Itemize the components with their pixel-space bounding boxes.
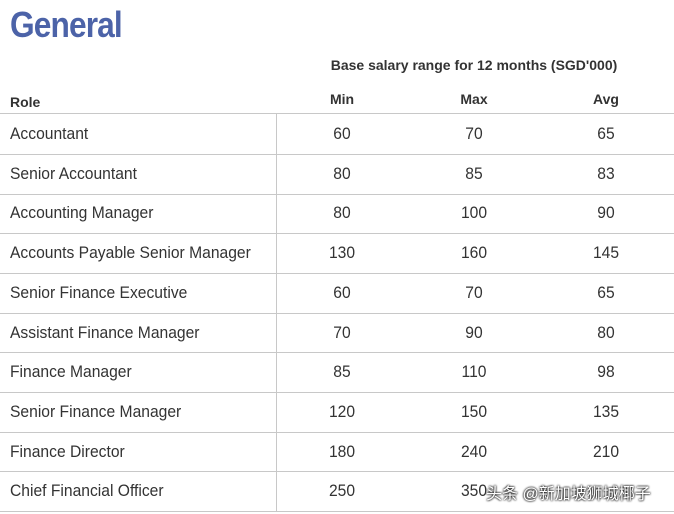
value-cell: 60 bbox=[333, 282, 351, 302]
value-cell: 350 bbox=[460, 481, 488, 501]
value-cell: 80 bbox=[333, 203, 351, 223]
role-cell: Accounts Payable Senior Manager bbox=[10, 243, 251, 263]
value-cell: 85 bbox=[465, 163, 483, 183]
value-cell: 120 bbox=[328, 401, 356, 421]
value-cell: 145 bbox=[592, 243, 620, 263]
value-cell: 90 bbox=[597, 203, 615, 223]
header-rule bbox=[0, 113, 674, 114]
value-cell: 70 bbox=[333, 322, 351, 342]
value-cell: 150 bbox=[460, 401, 488, 421]
role-cell: Accountant bbox=[10, 124, 89, 143]
row-rule bbox=[0, 471, 674, 473]
value-cell: 90 bbox=[465, 322, 483, 342]
row-rule bbox=[0, 153, 674, 155]
value-cell: 250 bbox=[328, 481, 356, 501]
value-cell: 100 bbox=[460, 203, 488, 223]
role-cell: Finance Manager bbox=[10, 362, 132, 382]
group-header: Base salary range for 12 months (SGD'000… bbox=[330, 57, 618, 73]
row-rule bbox=[0, 272, 674, 274]
column-header: Max bbox=[460, 91, 488, 107]
value-cell: 70 bbox=[465, 124, 483, 143]
value-cell: 135 bbox=[592, 401, 620, 421]
watermark: 头条 @新加坡狮城椰子 bbox=[486, 486, 651, 503]
value-cell: 83 bbox=[597, 163, 615, 183]
value-cell: 80 bbox=[333, 163, 351, 183]
value-cell: 65 bbox=[597, 124, 615, 143]
row-rule bbox=[0, 392, 674, 394]
column-header: Role bbox=[10, 94, 41, 110]
column-header: Avg bbox=[593, 91, 619, 107]
role-cell: Assistant Finance Manager bbox=[10, 322, 200, 342]
value-cell: 130 bbox=[328, 243, 356, 263]
value-cell: 110 bbox=[461, 362, 487, 382]
role-cell: Senior Finance Manager bbox=[10, 401, 182, 421]
value-cell: 240 bbox=[460, 441, 488, 461]
column-header: Min bbox=[329, 91, 355, 107]
value-cell: 80 bbox=[597, 322, 615, 342]
row-rule bbox=[0, 312, 674, 314]
value-cell: 210 bbox=[592, 441, 620, 461]
value-cell: 85 bbox=[333, 362, 351, 382]
value-cell: 70 bbox=[465, 282, 483, 302]
value-cell: 180 bbox=[328, 441, 356, 461]
role-cell: Accounting Manager bbox=[10, 203, 154, 223]
value-cell: 60 bbox=[333, 124, 351, 143]
role-cell: Senior Finance Executive bbox=[10, 282, 188, 302]
value-cell: 98 bbox=[597, 362, 615, 382]
column-divider bbox=[276, 113, 277, 511]
row-rule bbox=[0, 352, 674, 354]
role-cell: Chief Financial Officer bbox=[10, 481, 164, 501]
bottom-rule bbox=[0, 511, 674, 512]
role-cell: Finance Director bbox=[10, 441, 125, 461]
title: General bbox=[10, 4, 123, 45]
value-cell: 65 bbox=[597, 282, 615, 302]
value-cell: 160 bbox=[460, 243, 488, 263]
row-rule bbox=[0, 233, 674, 235]
row-rule bbox=[0, 431, 674, 433]
row-rule bbox=[0, 193, 674, 195]
role-cell: Senior Accountant bbox=[10, 163, 137, 183]
